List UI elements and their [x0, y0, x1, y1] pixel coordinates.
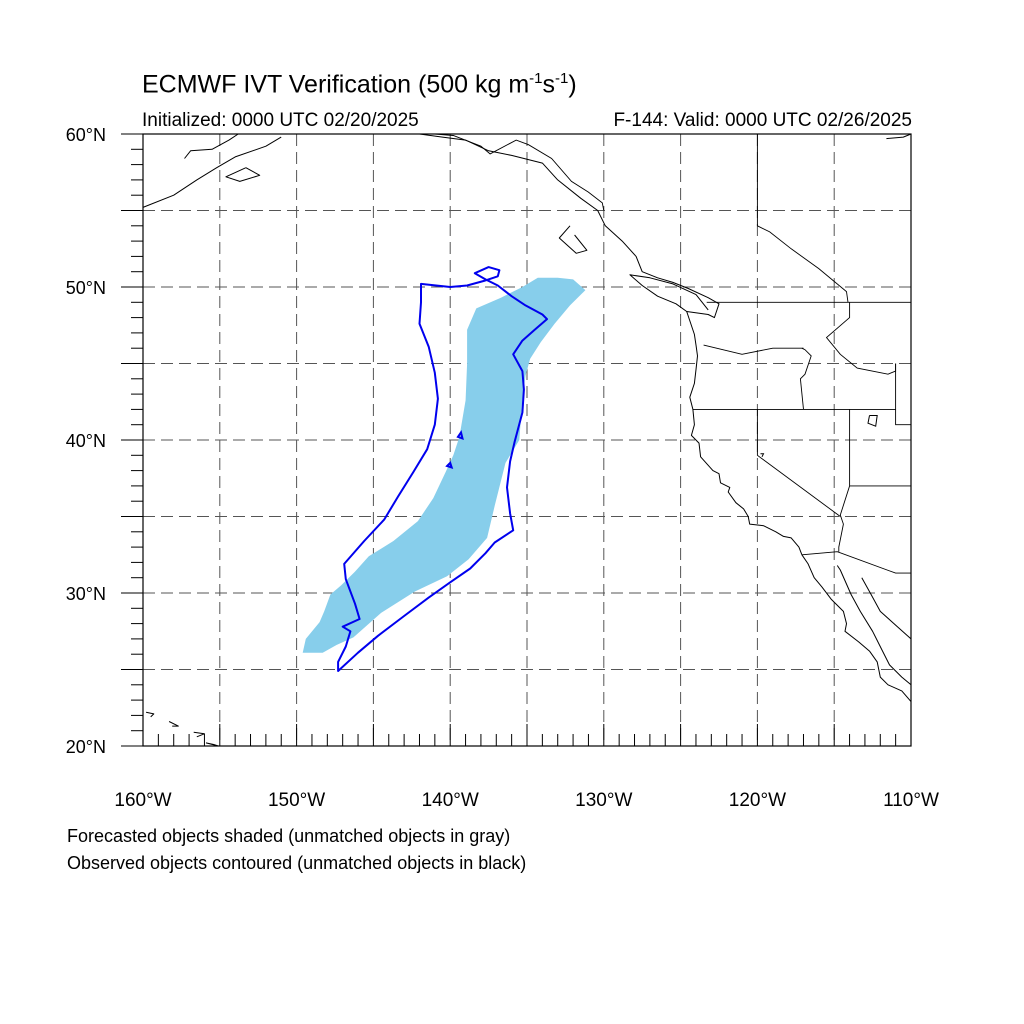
longitude-labels: 160°W 150°W 140°W 130°W 120°W 110°W — [114, 790, 939, 811]
coastline — [558, 225, 588, 254]
coastline — [193, 731, 205, 738]
observed-object-contour — [337, 266, 548, 672]
lon-label: 110°W — [883, 790, 939, 811]
coastlines — [142, 133, 912, 747]
coastline — [861, 577, 912, 640]
latitude-labels: 60°N 50°N 40°N 30°N 20°N — [66, 125, 106, 757]
political-borders — [434, 133, 911, 574]
lon-label: 160°W — [114, 790, 171, 811]
coastline — [184, 133, 239, 159]
lon-label: 140°W — [422, 790, 479, 811]
border-line — [801, 551, 911, 574]
initialized-time: Initialized: 0000 UTC 02/20/2025 — [142, 110, 419, 131]
border-line — [799, 347, 812, 410]
forecast-ivt-object — [302, 277, 586, 653]
observed-ivt-contour — [337, 266, 548, 672]
axis-ticks — [121, 133, 912, 747]
chart-title: ECMWF IVT Verification (500 kg m-1s-1) — [142, 70, 577, 99]
footer-observed-note: Observed objects contoured (unmatched ob… — [67, 853, 527, 873]
lat-label: 20°N — [66, 737, 106, 757]
coastline — [225, 167, 261, 182]
lake-outline — [760, 453, 765, 458]
lat-label: 30°N — [66, 584, 106, 604]
lat-label: 50°N — [66, 278, 106, 298]
border-line — [756, 409, 841, 517]
border-line — [434, 133, 605, 211]
border-line — [703, 344, 804, 355]
observed-small-contour — [456, 429, 464, 441]
border-line — [895, 363, 911, 426]
footer-forecast-note: Forecasted objects shaded (unmatched obj… — [67, 826, 511, 846]
lat-label: 40°N — [66, 431, 106, 451]
coastline — [801, 554, 912, 703]
coastline — [142, 136, 282, 208]
coastline — [886, 133, 912, 140]
coastline — [168, 721, 179, 727]
coastline — [419, 133, 803, 555]
valid-time: F-144: Valid: 0000 UTC 02/26/2025 — [613, 110, 912, 131]
lat-label: 60°N — [66, 125, 106, 145]
observed-small-contour — [445, 461, 454, 470]
map-frame — [142, 133, 912, 747]
lon-label: 120°W — [729, 790, 786, 811]
lon-label: 150°W — [268, 790, 325, 811]
border-line — [825, 302, 897, 375]
forecast-object-shape — [302, 277, 586, 653]
lon-label: 130°W — [575, 790, 632, 811]
border-line — [756, 134, 849, 303]
lake-outline — [867, 415, 878, 427]
coastline — [205, 742, 219, 747]
coastline — [629, 274, 709, 312]
border-line — [838, 409, 851, 552]
coastline — [145, 711, 155, 718]
